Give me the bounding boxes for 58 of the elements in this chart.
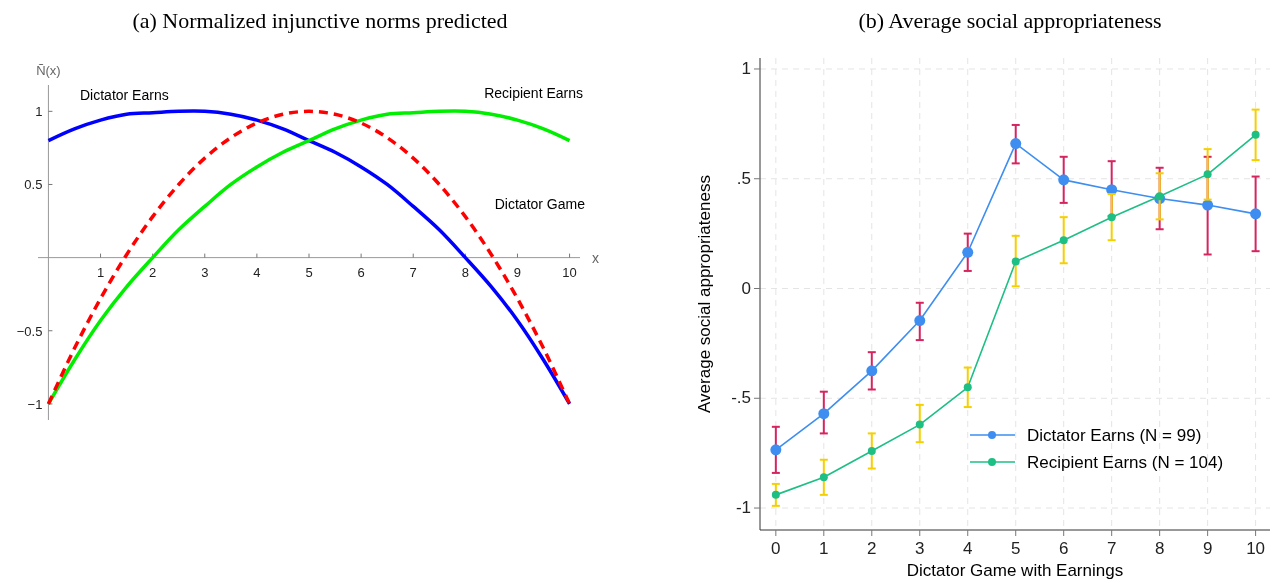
point bbox=[818, 408, 830, 420]
point bbox=[770, 444, 782, 456]
x-tick-label: 3 bbox=[915, 539, 925, 558]
point bbox=[819, 473, 828, 482]
x-tick-label: 9 bbox=[513, 264, 522, 280]
x-tick-label: 0 bbox=[771, 539, 781, 558]
point bbox=[1011, 257, 1020, 266]
x-tick-label: 8 bbox=[1154, 539, 1165, 558]
point bbox=[914, 315, 926, 327]
point bbox=[915, 420, 924, 429]
x-tick-label: 2 bbox=[867, 539, 877, 558]
point bbox=[1203, 170, 1212, 179]
legend-label: Dictator Earns (N = 99) bbox=[1027, 426, 1202, 445]
y-tick-label: 1 bbox=[35, 104, 43, 120]
chart-title: (a) Normalized injunctive norms predicted bbox=[132, 8, 508, 33]
point bbox=[771, 490, 780, 499]
y-tick-label: -1 bbox=[735, 498, 751, 518]
x-tick-label: 1 bbox=[96, 264, 105, 280]
point bbox=[963, 383, 972, 392]
x-tick-label: 5 bbox=[305, 264, 313, 280]
x-tick-label: 1 bbox=[819, 539, 829, 558]
y-axis-title: Average social appropriateness bbox=[695, 175, 714, 413]
x-tick-label: 4 bbox=[963, 539, 973, 558]
y-tick-label: 1 bbox=[741, 58, 751, 78]
x-tick-label: 3 bbox=[201, 264, 209, 280]
point bbox=[1058, 174, 1070, 186]
x-tick-label: 6 bbox=[357, 264, 365, 280]
series-label: Dictator Game bbox=[494, 196, 586, 212]
y-axis-title: Ñ(x) bbox=[36, 63, 61, 78]
y-tick-label: -.5 bbox=[731, 388, 751, 408]
x-axis-title: Dictator Game with Earnings bbox=[906, 561, 1124, 580]
point bbox=[1059, 236, 1068, 245]
x-tick-label: 2 bbox=[149, 264, 157, 280]
x-tick-label: 4 bbox=[253, 264, 261, 280]
x-tick-label: 6 bbox=[1058, 539, 1069, 558]
point bbox=[962, 246, 974, 258]
x-axis-title: x bbox=[592, 249, 599, 266]
series-label: Dictator Earns bbox=[80, 87, 169, 103]
x-tick-label: 7 bbox=[409, 264, 417, 280]
x-tick-label: 7 bbox=[1106, 539, 1117, 558]
x-tick-label: 5 bbox=[1010, 539, 1021, 558]
point bbox=[867, 446, 876, 455]
point bbox=[1010, 138, 1022, 150]
legend-label: Recipient Earns (N = 104) bbox=[1027, 453, 1224, 472]
y-tick-label: −1 bbox=[27, 396, 43, 412]
x-tick-label: 8 bbox=[461, 264, 469, 280]
chart-title: (b) Average social appropriateness bbox=[858, 8, 1162, 33]
x-tick-label: 10 bbox=[1246, 539, 1266, 558]
y-tick-label: −0.5 bbox=[16, 323, 43, 339]
y-tick-label: 0 bbox=[741, 278, 751, 298]
y-tick-label: .5 bbox=[736, 168, 751, 188]
point bbox=[866, 365, 878, 377]
series-label: Recipient Earns bbox=[484, 85, 583, 101]
y-tick-label: 0.5 bbox=[24, 177, 43, 193]
x-tick-label: 10 bbox=[562, 264, 577, 280]
point bbox=[1251, 130, 1260, 139]
point bbox=[1250, 208, 1262, 220]
x-tick-label: 9 bbox=[1202, 539, 1213, 558]
